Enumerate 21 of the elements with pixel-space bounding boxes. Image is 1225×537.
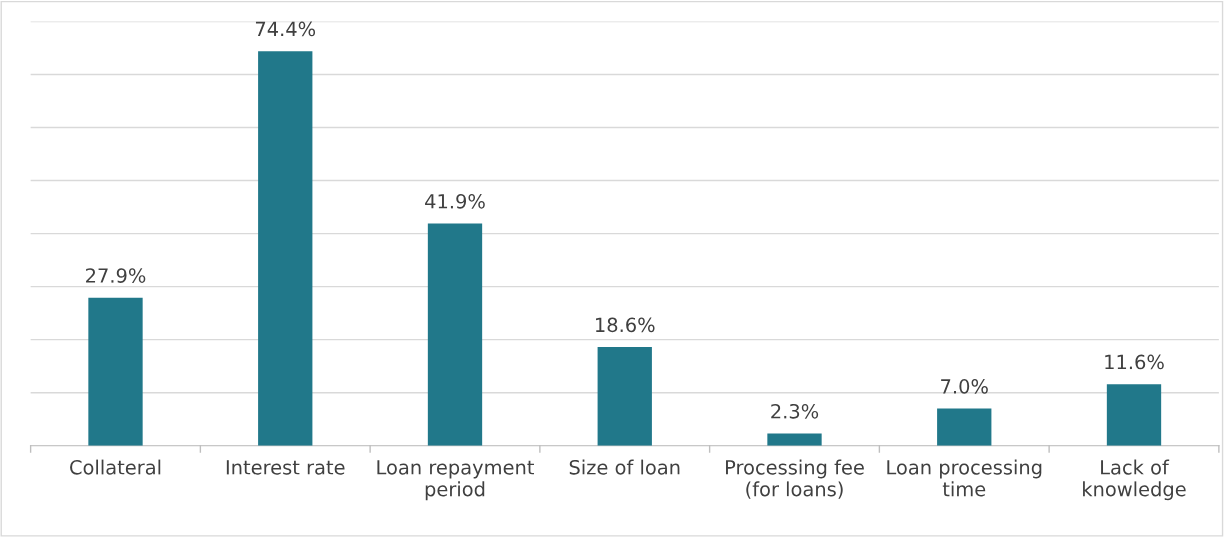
bar <box>597 347 652 446</box>
x-tick-label: Interest rate <box>226 460 345 475</box>
x-tick-label: Size of loan <box>569 459 680 475</box>
x-tick-label: Processing fee (for loans) <box>726 459 864 499</box>
x-tick-label: Loan repayment period <box>377 460 535 501</box>
x-tick-label: Loan processing time <box>887 459 1042 497</box>
data-label: 41.9% <box>425 193 485 209</box>
bar <box>937 408 992 446</box>
bar <box>258 51 313 446</box>
data-label: 11.6% <box>1105 354 1164 370</box>
bar <box>88 297 143 446</box>
data-label: 18.6% <box>596 317 655 333</box>
x-tick-label: Lack of knowledge <box>1083 459 1186 501</box>
bar <box>767 433 822 446</box>
data-label: 7.0% <box>941 379 988 394</box>
data-label: 2.3% <box>771 403 819 419</box>
data-label: 27.9% <box>86 268 146 283</box>
bar <box>427 223 483 446</box>
data-label: 74.4% <box>255 21 316 37</box>
bar <box>1106 384 1162 446</box>
x-tick-label: Collateral <box>70 459 161 475</box>
